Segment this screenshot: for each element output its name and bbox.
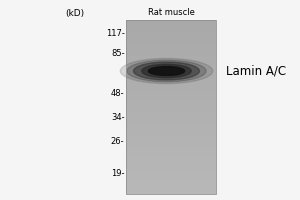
Bar	[126, 70, 216, 72]
Bar	[126, 44, 216, 46]
Bar	[126, 50, 216, 53]
Bar	[126, 148, 216, 150]
Bar	[126, 83, 216, 85]
Bar	[126, 72, 216, 74]
Bar	[126, 168, 216, 170]
Bar	[126, 157, 216, 159]
Text: (kD): (kD)	[65, 9, 84, 18]
Bar	[126, 137, 216, 140]
Text: 19-: 19-	[111, 168, 124, 178]
Bar	[126, 166, 216, 168]
Bar	[126, 146, 216, 148]
Bar	[126, 174, 216, 177]
Bar	[126, 118, 216, 120]
Bar	[126, 46, 216, 48]
Bar	[126, 161, 216, 164]
Bar	[126, 79, 216, 81]
Bar	[126, 181, 216, 183]
Bar	[126, 98, 216, 100]
Ellipse shape	[120, 58, 213, 84]
Text: 48-: 48-	[111, 88, 124, 98]
Bar	[126, 94, 216, 96]
Bar	[126, 113, 216, 116]
Bar	[126, 22, 216, 24]
Bar	[126, 100, 216, 103]
Bar	[126, 39, 216, 42]
Bar	[126, 74, 216, 77]
Bar	[126, 135, 216, 137]
Bar	[126, 189, 216, 192]
Bar	[126, 163, 216, 166]
Bar	[126, 120, 216, 122]
Bar	[126, 57, 216, 59]
Bar	[126, 42, 216, 44]
Bar	[126, 102, 216, 105]
Ellipse shape	[134, 62, 200, 80]
Bar	[126, 170, 216, 172]
Bar	[126, 26, 216, 29]
Bar	[126, 89, 216, 92]
Bar	[126, 124, 216, 127]
Bar	[126, 37, 216, 40]
Bar	[126, 126, 216, 129]
Bar	[126, 81, 216, 83]
Ellipse shape	[127, 60, 206, 82]
Bar	[126, 129, 216, 131]
Text: 26-: 26-	[111, 136, 124, 146]
Bar	[126, 183, 216, 185]
Bar	[126, 150, 216, 153]
Bar	[126, 65, 216, 68]
Bar	[126, 85, 216, 87]
Bar	[126, 179, 216, 181]
Bar	[126, 87, 216, 90]
Bar	[126, 144, 216, 146]
Bar	[126, 52, 216, 55]
Bar	[126, 152, 216, 155]
Bar	[126, 139, 216, 142]
Bar	[126, 159, 216, 161]
Bar	[126, 131, 216, 133]
Bar	[126, 63, 216, 66]
Text: Rat muscle: Rat muscle	[148, 8, 194, 17]
Bar	[126, 133, 216, 135]
Bar	[126, 192, 216, 194]
Text: 85-: 85-	[111, 48, 124, 58]
Bar	[126, 109, 216, 111]
Bar	[126, 111, 216, 114]
Bar	[126, 55, 216, 57]
Bar	[126, 35, 216, 37]
Bar	[126, 176, 216, 179]
Bar	[126, 92, 216, 94]
Bar	[126, 172, 216, 174]
Text: 117-: 117-	[106, 28, 124, 38]
Bar	[126, 31, 216, 33]
Bar	[126, 28, 216, 31]
Bar	[126, 20, 216, 194]
Bar	[126, 68, 216, 70]
Bar	[126, 33, 216, 35]
Ellipse shape	[142, 64, 191, 78]
Bar	[126, 142, 216, 144]
Bar	[126, 76, 216, 79]
Bar	[126, 48, 216, 50]
Bar	[126, 155, 216, 157]
Bar	[126, 187, 216, 190]
Text: Lamin A/C: Lamin A/C	[226, 64, 286, 77]
Bar	[126, 185, 216, 187]
Ellipse shape	[148, 66, 185, 75]
Bar	[126, 107, 216, 109]
Bar	[126, 122, 216, 124]
Bar	[126, 96, 216, 98]
Bar	[126, 24, 216, 27]
Bar	[126, 61, 216, 64]
Bar	[126, 105, 216, 107]
Bar	[126, 116, 216, 118]
Bar	[126, 20, 216, 22]
Bar	[126, 59, 216, 61]
Text: 34-: 34-	[111, 114, 124, 122]
